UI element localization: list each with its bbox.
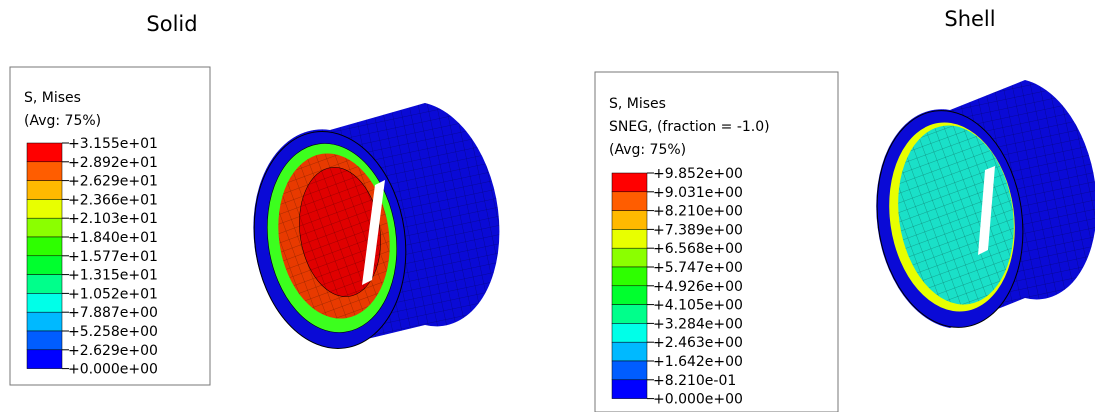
color-band [27, 237, 62, 256]
color-band [27, 181, 62, 200]
color-band [27, 331, 62, 350]
color-band [27, 312, 62, 331]
legend-label: +7.887e+00 [68, 305, 158, 321]
color-band [27, 293, 62, 312]
legend-label: +5.747e+00 [653, 260, 743, 276]
color-band [27, 256, 62, 275]
legend-label: +8.210e-01 [653, 373, 736, 389]
legend-header: S, Mises [24, 90, 81, 106]
color-band [612, 361, 647, 380]
color-band [612, 267, 647, 286]
legend-label: +4.105e+00 [653, 298, 743, 314]
legend-label: +1.642e+00 [653, 354, 743, 370]
color-band [27, 350, 62, 369]
legend-label: +1.315e+01 [68, 268, 158, 284]
panel-title: Shell [944, 7, 995, 31]
color-band [612, 323, 647, 342]
color-band [612, 342, 647, 361]
legend-label: +2.629e+00 [68, 343, 158, 359]
legend-header: SNEG, (fraction = -1.0) [609, 119, 770, 135]
legend-header: (Avg: 75%) [24, 113, 101, 129]
legend-label: +5.258e+00 [68, 324, 158, 340]
legend-label: +4.926e+00 [653, 279, 743, 295]
color-band [612, 286, 647, 305]
legend-label: +0.000e+00 [68, 362, 158, 378]
legend-label: +6.568e+00 [653, 241, 743, 257]
legend-label: +2.103e+01 [68, 211, 158, 227]
legend-header: S, Mises [609, 96, 666, 112]
color-band [612, 211, 647, 230]
legend-label: +2.892e+01 [68, 155, 158, 171]
figure: Solid Shell S, Mises (Avg: 75%) +3.155e+01… [0, 0, 1095, 412]
legend-label: +9.031e+00 [653, 185, 743, 201]
legend-label: +3.284e+00 [653, 316, 743, 332]
color-band [612, 192, 647, 211]
legend-header: (Avg: 75%) [609, 142, 686, 158]
color-band [612, 248, 647, 267]
color-band [27, 143, 62, 162]
panel-title: Solid [146, 12, 197, 36]
color-band [27, 275, 62, 294]
legend-label: +9.852e+00 [653, 166, 743, 182]
color-band [612, 305, 647, 324]
shell-model [864, 80, 1095, 337]
legend-label: +2.366e+01 [68, 192, 158, 208]
legend-label: +8.210e+00 [653, 204, 743, 220]
solid-model [241, 103, 500, 358]
color-band [27, 218, 62, 237]
color-band [27, 162, 62, 181]
legend-label: +1.840e+01 [68, 230, 158, 246]
legend-label: +3.155e+01 [68, 136, 158, 152]
color-band [612, 380, 647, 399]
legend-label: +7.389e+00 [653, 222, 743, 238]
legend-label: +1.577e+01 [68, 249, 158, 265]
legend-label: +1.052e+01 [68, 286, 158, 302]
legend-label: +2.629e+01 [68, 174, 158, 190]
color-band [612, 173, 647, 192]
color-band [612, 229, 647, 248]
legend-label: +2.463e+00 [653, 335, 743, 351]
legend-label: +0.000e+00 [653, 392, 743, 408]
color-band [27, 199, 62, 218]
